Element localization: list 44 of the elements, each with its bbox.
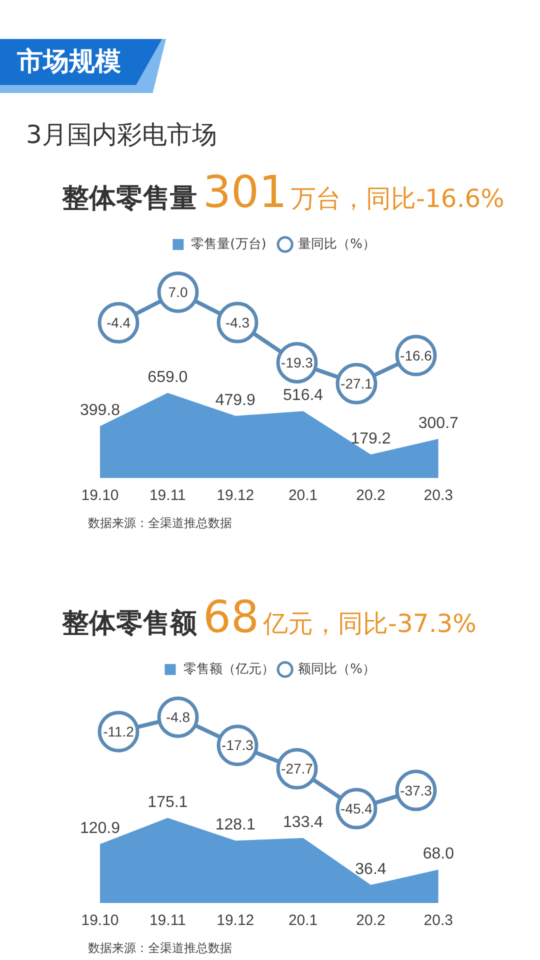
x-tick-label: 20.1 — [288, 912, 318, 930]
x-tick-label: 20.2 — [356, 487, 386, 504]
source-note: 数据来源：全渠道推总数据 — [87, 515, 233, 532]
x-tick-label: 20.2 — [356, 912, 386, 930]
data-label: 7.0 — [168, 284, 188, 300]
data-label: -45.4 — [340, 800, 373, 817]
data-label: 479.9 — [215, 392, 256, 409]
data-label: 300.7 — [418, 414, 459, 432]
data-label: -11.2 — [103, 723, 134, 740]
x-tick-label: 19.12 — [216, 912, 254, 930]
data-label: 36.4 — [355, 860, 386, 878]
legend-label: 额同比（%） — [298, 662, 376, 677]
data-label: 133.4 — [283, 814, 324, 831]
data-label: 399.8 — [80, 402, 120, 420]
data-label: -27.1 — [340, 376, 373, 392]
x-tick-label: 19.10 — [81, 912, 119, 930]
data-label: 120.9 — [80, 820, 120, 837]
legend-label: 零售量(万台) — [191, 236, 266, 252]
data-label: -4.3 — [225, 314, 250, 330]
data-label: -27.7 — [281, 760, 314, 777]
data-label: -16.6 — [400, 347, 432, 364]
data-label: 175.1 — [148, 794, 188, 811]
data-label: 128.1 — [215, 816, 256, 834]
x-tick-label: 19.12 — [216, 487, 254, 504]
text: 市场规模 — [17, 47, 121, 77]
data-label: 68.0 — [422, 846, 454, 863]
data-label: 659.0 — [148, 368, 188, 386]
data-label: 516.4 — [283, 387, 324, 404]
x-tick-label: 19.10 — [81, 487, 119, 504]
legend-label: 量同比（%） — [298, 236, 376, 252]
data-label: 179.2 — [350, 430, 391, 448]
x-tick-label: 20.3 — [424, 912, 454, 930]
data-label: -19.3 — [281, 354, 314, 371]
x-tick-label: 20.1 — [288, 487, 318, 504]
data-label: -4.8 — [166, 709, 190, 726]
data-label: -4.4 — [106, 314, 131, 331]
data-label: -37.3 — [400, 782, 432, 798]
text: 3月国内彩电市场 — [26, 120, 217, 150]
source-note: 数据来源：全渠道推总数据 — [87, 940, 233, 957]
x-tick-label: 19.11 — [149, 912, 186, 930]
x-tick-label: 20.3 — [424, 487, 454, 504]
legend-label: 零售额（亿元） — [183, 662, 274, 677]
x-tick-label: 19.11 — [149, 487, 186, 504]
data-label: -17.3 — [222, 737, 254, 754]
